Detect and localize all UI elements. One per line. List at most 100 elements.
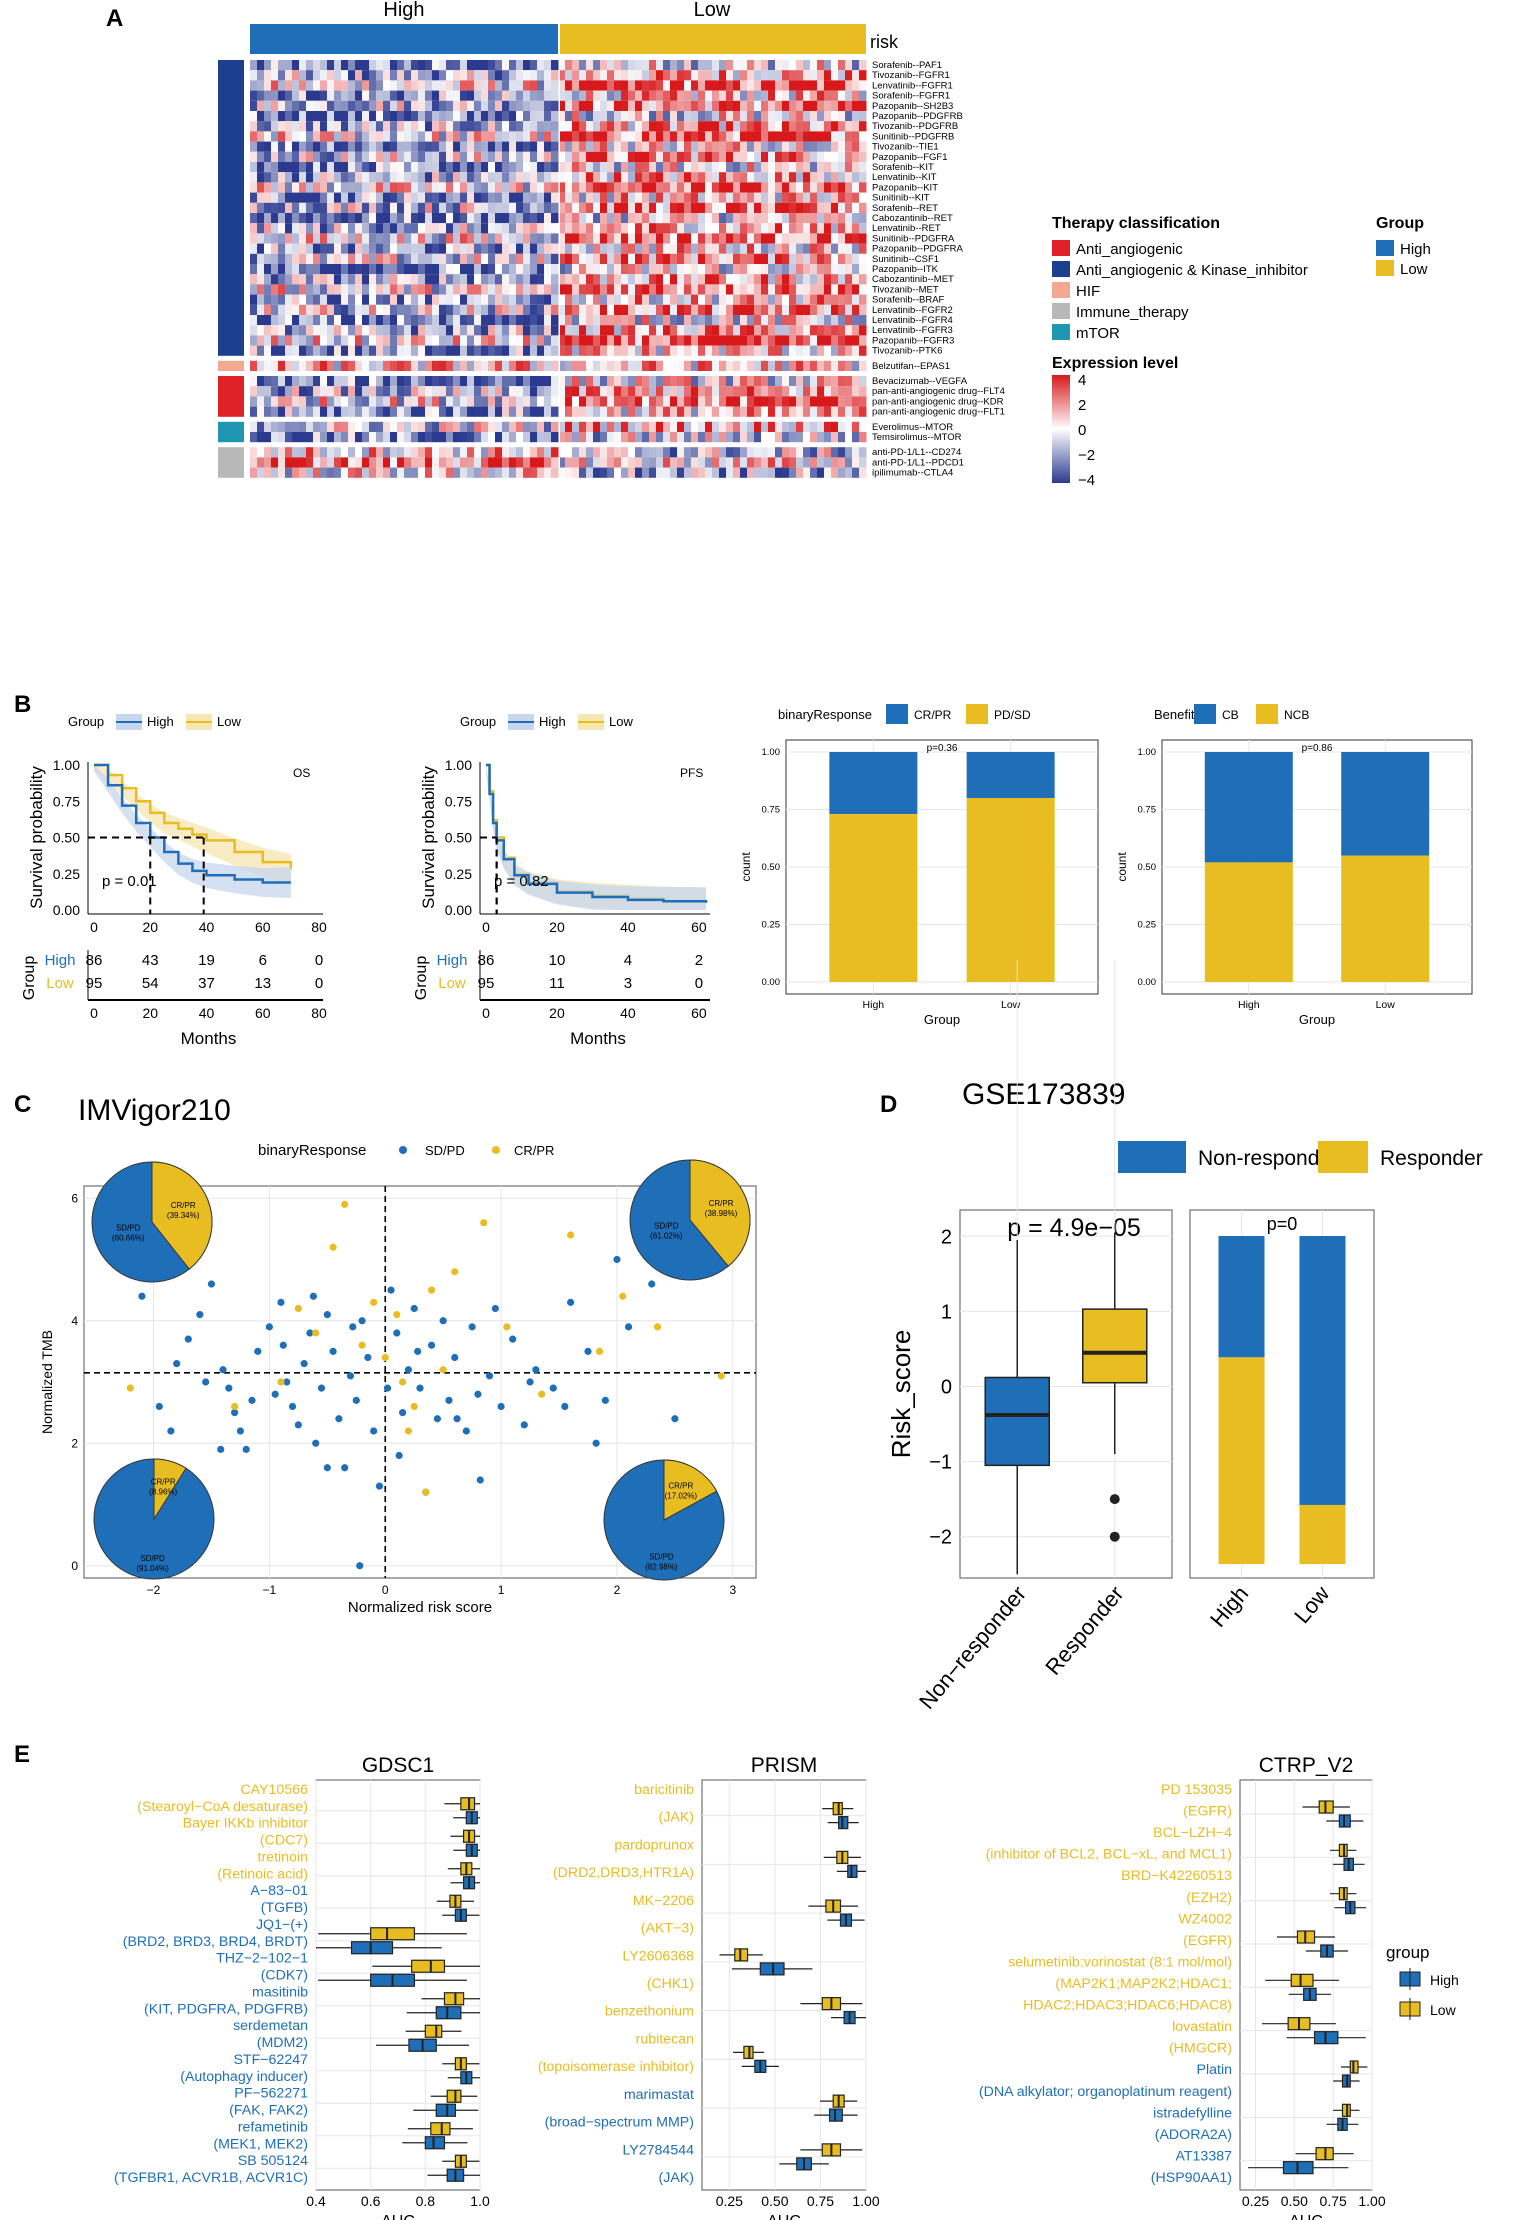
drug-box-low [443,1992,465,2006]
heatmap-cell [362,243,370,254]
heatmap-cell [628,421,636,432]
heatmap-cell [292,121,300,132]
heatmap-cell [607,467,615,478]
heatmap-cell [705,111,713,122]
heatmap-cell [488,447,496,458]
heatmap-cell [684,432,692,443]
prop-bar-bottom-low [1299,1504,1346,1564]
heatmap-cell [404,213,412,224]
heatmap-cell [537,151,545,162]
risk-low-count: 0 [315,975,323,992]
heatmap-cell [334,162,342,173]
heatmap-cell [341,360,349,371]
drug-label: (AKT−3) [641,1921,694,1937]
heatmap-cell [824,376,832,387]
heatmap-cell [341,60,349,71]
heatmap-cell [600,233,608,244]
heatmap-row [250,432,867,443]
heatmap-cell [544,284,552,295]
heatmap-cell [593,151,601,162]
scatter-ytick: 4 [71,1314,78,1328]
heatmap-cell [684,202,692,213]
scatter-point-cr [653,1323,662,1331]
heatmap-cell [740,447,748,458]
heatmap-cell [789,90,797,101]
heatmap-cell [376,360,384,371]
heatmap-cell [278,335,286,346]
scatter-point-sd [202,1378,210,1386]
heatmap-cell [733,335,741,346]
heatmap-cell [831,223,839,234]
heatmap-cell [635,111,643,122]
heatmap-cell [789,223,797,234]
heatmap-cell [649,304,657,315]
heatmap-cell [649,386,657,397]
heatmap-cell [761,447,769,458]
heatmap-cell [362,100,370,111]
heatmap-cell [859,315,867,326]
drug-box-low [1290,1973,1314,1987]
heatmap-cell [460,111,468,122]
heatmap-cell [572,284,580,295]
heatmap-cell [796,345,804,356]
heatmap-cell [852,467,860,478]
heatmap-cell [560,421,568,432]
heatmap-cell [516,151,524,162]
heatmap-cell [432,421,440,432]
scatter-point-cr [503,1323,511,1331]
heatmap-cell [299,421,307,432]
scatter-point-cr [538,1390,546,1398]
heatmap-cell [663,121,671,132]
heatmap-cell [705,243,713,254]
heatmap-cell [523,151,531,162]
heatmap-cell [530,294,538,305]
therapy-label: Immune_therapy [1076,304,1189,321]
heatmap-cell [285,121,293,132]
heatmap-cell [425,192,433,203]
heatmap-cell [397,294,405,305]
heatmap-cell [411,386,419,397]
km-ytick: 1.00 [53,757,80,773]
heatmap-cell [341,253,349,264]
heatmap-cell [362,274,370,285]
heatmap-cell [432,213,440,224]
heatmap-cell [719,223,727,234]
heatmap-cell [831,345,839,356]
heatmap-cell [306,100,314,111]
heatmap-cell [474,253,482,264]
drug-label: HDAC2;HDAC3;HDAC6;HDAC8) [1023,1998,1232,2014]
heatmap-cell [621,213,629,224]
heatmap-cell [551,360,559,371]
heatmap-cell [635,121,643,132]
heatmap-cell [313,213,321,224]
heatmap-cell [824,432,832,443]
heatmap-cell [264,406,272,417]
heatmap-cell [754,233,762,244]
heatmap-cell [460,223,468,234]
heatmap-cell [320,274,328,285]
heatmap-cell [383,284,391,295]
scatter-point-sd [312,1439,320,1447]
heatmap-cell [404,151,412,162]
heatmap-cell [327,202,335,213]
heatmap-cell [460,264,468,275]
heatmap-cell [768,264,776,275]
heatmap-cell [306,192,314,203]
heatmap-cell [593,202,601,213]
heatmap-cell [411,213,419,224]
heatmap-row [250,172,867,183]
heatmap-cell [796,284,804,295]
heatmap-cell [614,264,622,275]
heatmap-cell [859,233,867,244]
heatmap-cell [327,457,335,468]
scatter-legend-title: binaryResponse [258,1142,366,1159]
heatmap-cell [656,315,664,326]
heatmap-cell [684,172,692,183]
heatmap-cell [719,121,727,132]
heatmap-cell [327,284,335,295]
heatmap-cell [257,421,265,432]
heatmap-cell [495,172,503,183]
heatmap-cell [726,162,734,173]
heatmap-cell [614,294,622,305]
heatmap-cell [782,111,790,122]
